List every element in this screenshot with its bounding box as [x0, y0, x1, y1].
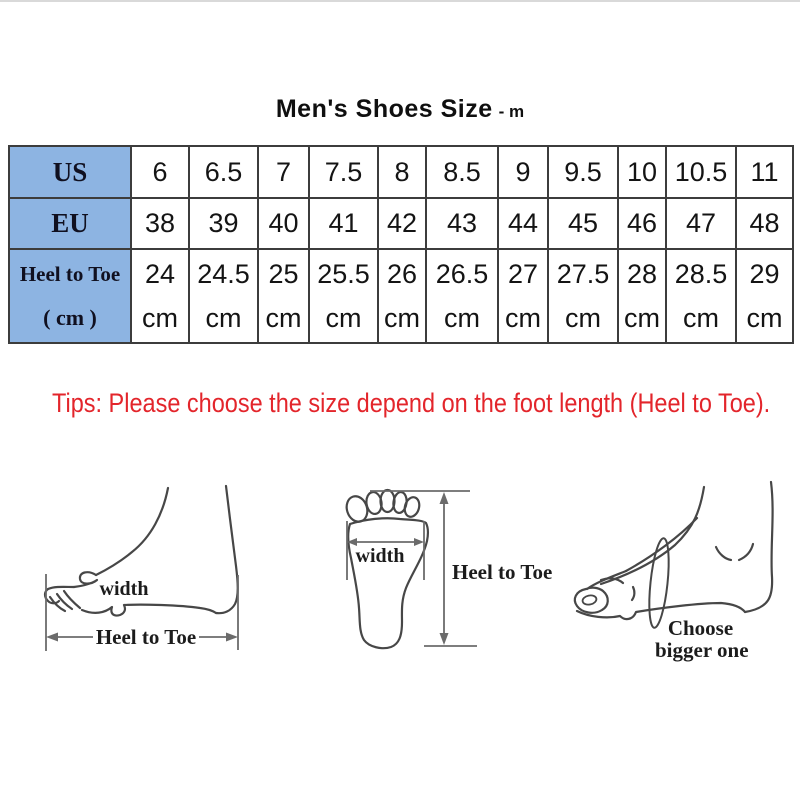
eu-size-cell: 46	[617, 197, 667, 250]
girth-loop	[648, 537, 670, 629]
eu-size-cell: 38	[130, 197, 190, 250]
length-cell: 29 cm	[735, 248, 794, 344]
length-cell: 24.5 cm	[188, 248, 259, 344]
us-size-cell: 9	[497, 145, 549, 199]
us-size-cell: 7	[257, 145, 310, 199]
length-cell: 25 cm	[257, 248, 310, 344]
page-title: Men's Shoes Size - m	[0, 96, 800, 126]
page-title-suffix: - m	[498, 102, 525, 121]
girth-label-line2: bigger one	[655, 638, 749, 662]
heel-to-toe-label: Heel to Toe	[19, 262, 121, 286]
girth-label-line1: Choose	[667, 616, 734, 640]
size-chart-table: US 6 6.5 7 7.5 8 8.5 9 9.5 10 10.5 11 EU…	[8, 145, 794, 344]
foot-side-view-drawing	[43, 484, 239, 651]
table-row-eu: EU 38 39 40 41 42 43 44 45 46 47 48	[8, 197, 794, 250]
eu-size-cell: 48	[735, 197, 794, 250]
us-size-cell: 10	[617, 145, 667, 199]
eu-size-cell: 43	[425, 197, 499, 250]
eu-size-cell: 42	[377, 197, 427, 250]
side-view-heel-to-toe-label: Heel to Toe	[95, 625, 197, 649]
us-size-cell: 7.5	[308, 145, 379, 199]
top-view-width-label: width	[355, 545, 405, 567]
length-cell: 27 cm	[497, 248, 549, 344]
eu-size-cell: 39	[188, 197, 259, 250]
us-size-cell: 8	[377, 145, 427, 199]
eu-size-cell: 44	[497, 197, 549, 250]
tips-text: Tips: Please choose the size depend on t…	[52, 388, 771, 418]
length-cell: 28 cm	[617, 248, 667, 344]
length-cell: 27.5 cm	[547, 248, 619, 344]
us-size-cell: 6	[130, 145, 190, 199]
row-header-us: US	[8, 145, 132, 199]
footprint-top-view-drawing	[345, 488, 477, 650]
us-size-cell: 11	[735, 145, 794, 199]
table-row-us: US 6 6.5 7 7.5 8 8.5 9 9.5 10 10.5 11	[8, 145, 794, 199]
length-cell: 26 cm	[377, 248, 427, 344]
side-view-width-label: width	[99, 578, 149, 600]
foot-girth-view-drawing	[573, 480, 774, 629]
length-cell: 26.5 cm	[425, 248, 499, 344]
length-cell: 25.5 cm	[308, 248, 379, 344]
row-header-heel-to-toe: Heel to Toe ( cm )	[8, 248, 132, 344]
row-header-eu: EU	[8, 197, 132, 250]
cm-unit-label: ( cm )	[43, 305, 97, 330]
eu-size-cell: 40	[257, 197, 310, 250]
top-border-line	[0, 0, 800, 2]
us-size-cell: 9.5	[547, 145, 619, 199]
eu-size-cell: 41	[308, 197, 379, 250]
us-size-cell: 6.5	[188, 145, 259, 199]
table-row-heel-to-toe: Heel to Toe ( cm ) 24 cm 24.5 cm 25 cm 25.5…	[8, 248, 794, 344]
measure-lines	[346, 490, 477, 647]
length-cell: 28.5 cm	[665, 248, 737, 344]
eu-size-cell: 47	[665, 197, 737, 250]
eu-size-cell: 45	[547, 197, 619, 250]
length-cell: 24 cm	[130, 248, 190, 344]
page-title-main: Men's Shoes Size	[275, 95, 493, 123]
us-size-cell: 8.5	[425, 145, 499, 199]
top-view-heel-to-toe-label: Heel to Toe	[452, 560, 553, 584]
us-size-cell: 10.5	[665, 145, 737, 199]
